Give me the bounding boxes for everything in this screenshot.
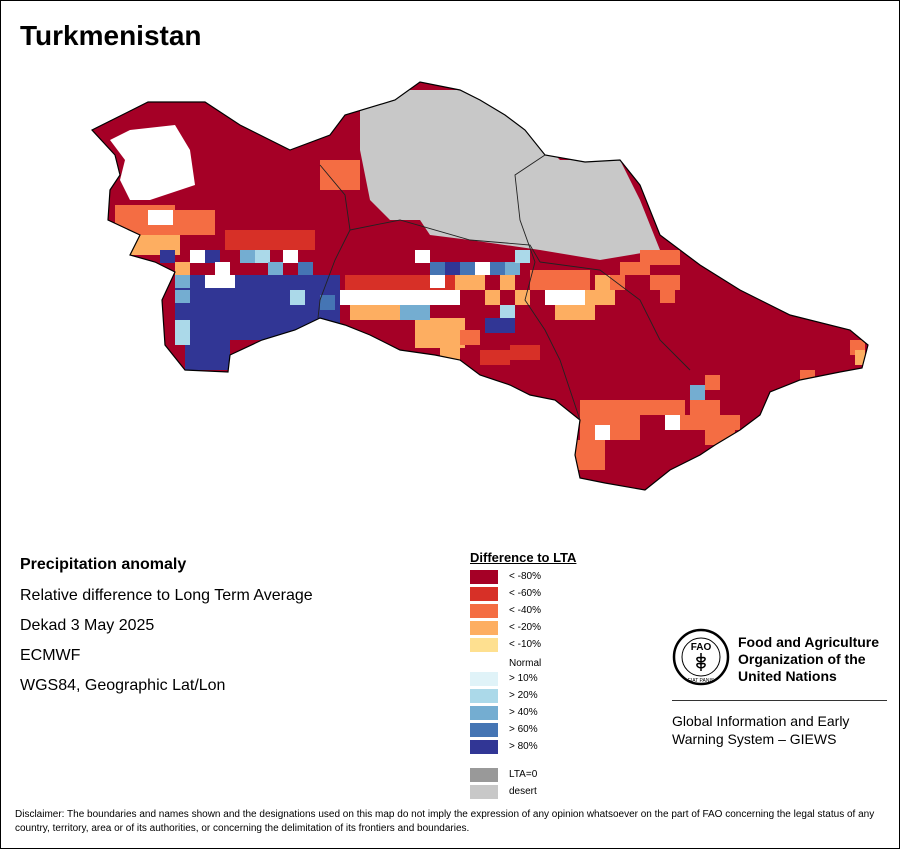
map-title: Turkmenistan: [20, 20, 202, 51]
anomaly-grid: [92, 82, 868, 490]
legend-swatch: [470, 587, 498, 601]
country-border: [91, 81, 869, 491]
legend-label: LTA=0: [509, 769, 538, 780]
legend-label: > 10%: [509, 673, 538, 684]
legend-label: desert: [509, 786, 537, 797]
legend-label: < -20%: [509, 622, 541, 633]
legend-label: > 60%: [509, 724, 538, 735]
fao-logo-icon: FAO FIAT PANIS: [672, 628, 730, 686]
legend-swatch: [470, 604, 498, 618]
legend-swatch: [470, 740, 498, 754]
caspian-sea: [110, 125, 195, 200]
province-boundaries: [317, 154, 691, 421]
legend-label-normal: Normal: [509, 658, 542, 669]
precipitation-anomaly-map: [91, 81, 869, 491]
legend-label: < -60%: [509, 588, 541, 599]
legend-swatch: [470, 785, 498, 799]
fao-name-line2: Organization of the: [738, 651, 866, 667]
fao-logo-text: FAO: [691, 642, 712, 653]
legend-label: < -10%: [509, 639, 541, 650]
legend-label: < -40%: [509, 605, 541, 616]
legend-swatch: [470, 723, 498, 737]
info-description: Relative difference to Long Term Average: [20, 587, 313, 604]
fao-name-line1: Food and Agriculture: [738, 634, 880, 650]
legend-swatch: [470, 570, 498, 584]
info-projection: WGS84, Geographic Lat/Lon: [20, 677, 226, 694]
info-heading: Precipitation anomaly: [20, 556, 187, 573]
fao-motto: FIAT PANIS: [688, 678, 715, 684]
legend-swatch: [470, 768, 498, 782]
fao-divider: [672, 700, 887, 701]
legend-swatch: [470, 621, 498, 635]
legend-swatch: [470, 672, 498, 686]
legend-label: < -80%: [509, 571, 541, 582]
legend-title: Difference to LTA: [470, 550, 577, 565]
legend-swatch: [470, 706, 498, 720]
legend-swatch: [470, 638, 498, 652]
legend-label: > 80%: [509, 741, 538, 752]
legend-label: > 20%: [509, 690, 538, 701]
info-source: ECMWF: [20, 647, 81, 664]
fao-name-line3: United Nations: [738, 668, 837, 684]
giews-line2: Warning System – GIEWS: [672, 731, 837, 747]
legend-swatch: [470, 689, 498, 703]
giews-line1: Global Information and Early: [672, 713, 850, 729]
legend-label: > 40%: [509, 707, 538, 718]
disclaimer: Disclaimer: The boundaries and names sho…: [15, 809, 875, 834]
info-period: Dekad 3 May 2025: [20, 617, 155, 634]
